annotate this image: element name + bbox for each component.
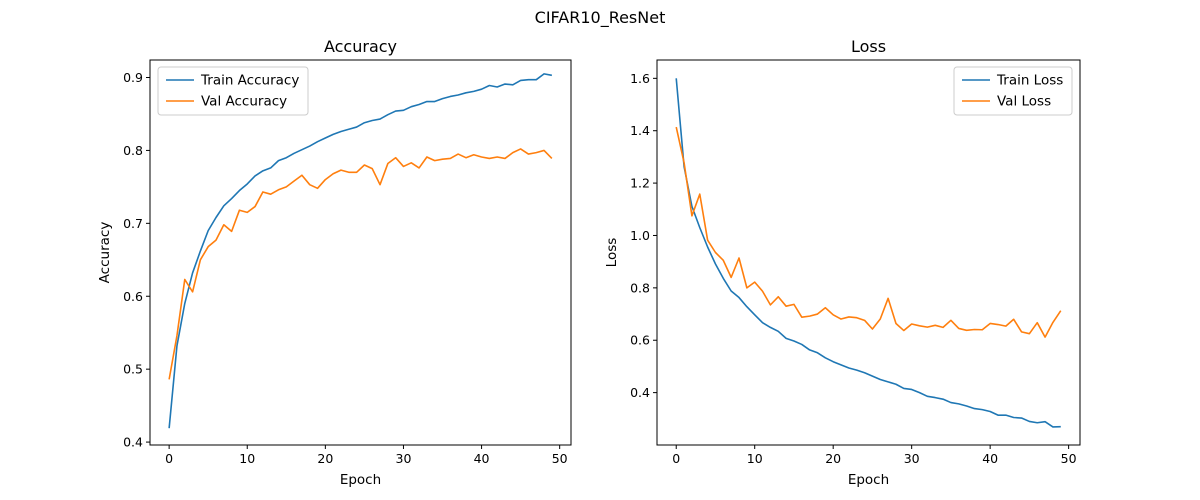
x-tick-label: 0 — [165, 451, 173, 466]
x-tick-label: 50 — [552, 451, 568, 466]
chart-title: Loss — [851, 37, 886, 56]
y-tick-label: 0.8 — [630, 280, 650, 295]
accuracy-chart: Accuracy 0 10 20 30 40 50 0.4 0.5 0.6 0.7 0.8 0.9 Epo… — [97, 37, 572, 488]
y-tick-label: 0.6 — [123, 289, 143, 304]
legend-box — [157, 66, 309, 116]
y-tick-label: 0.8 — [123, 143, 143, 158]
y-tick-label: 0.4 — [123, 435, 143, 450]
series-line-train-loss — [675, 78, 1061, 428]
plot-frame — [149, 59, 572, 446]
legend-label: Train Loss — [996, 73, 1063, 89]
x-tick-label: 10 — [239, 451, 255, 466]
legend-label: Val Loss — [997, 94, 1051, 110]
y-axis-label: Loss — [604, 238, 620, 268]
figure-title: CIFAR10_ResNet — [535, 8, 666, 28]
y-tick-label: 0.5 — [123, 362, 143, 377]
series-line-train-accuracy — [168, 73, 553, 429]
series-line-val-loss — [675, 126, 1062, 338]
x-axis-label: Epoch — [340, 472, 381, 488]
legend-label: Val Accuracy — [201, 94, 287, 110]
x-tick-label: 20 — [317, 451, 333, 466]
series-line-val-accuracy — [168, 148, 553, 380]
x-tick-label: 30 — [396, 451, 412, 466]
chart-title: Accuracy — [324, 37, 397, 56]
y-tick-label: 0.9 — [123, 70, 143, 85]
x-tick-label: 40 — [474, 451, 490, 466]
y-tick-label: 1.4 — [630, 123, 650, 138]
y-tick-label: 1.0 — [630, 228, 650, 243]
y-tick-label: 0.4 — [630, 385, 650, 400]
x-tick-label: 50 — [1061, 451, 1077, 466]
legend: Train Loss Val Loss — [953, 66, 1073, 116]
y-tick-label: 1.6 — [630, 71, 650, 86]
legend: Train Accuracy Val Accuracy — [157, 66, 309, 116]
legend-box — [953, 66, 1073, 116]
x-axis-label: Epoch — [848, 472, 889, 488]
y-axis-label: Accuracy — [97, 222, 113, 284]
y-tick-label: 0.7 — [123, 216, 143, 231]
plot-frame — [656, 59, 1081, 446]
x-tick-label: 20 — [825, 451, 841, 466]
legend-label: Train Accuracy — [200, 73, 299, 89]
y-tick-label: 1.2 — [630, 176, 650, 191]
y-tick-label: 0.6 — [630, 333, 650, 348]
x-tick-label: 0 — [672, 451, 680, 466]
x-tick-label: 10 — [747, 451, 763, 466]
loss-chart: Loss 0 10 20 30 40 50 0.4 0.6 0.8 1.0 1.2 1.4 1.6 Epoc… — [604, 37, 1081, 488]
x-tick-label: 40 — [982, 451, 998, 466]
x-tick-label: 30 — [904, 451, 920, 466]
